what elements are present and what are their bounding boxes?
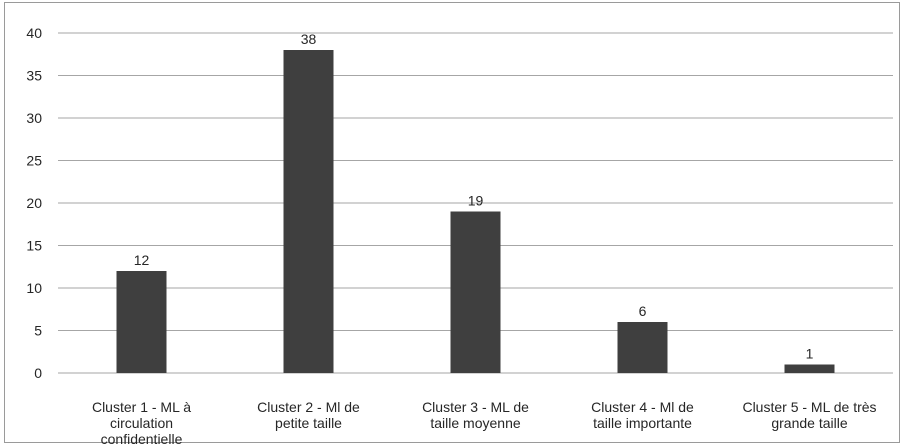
bar: [116, 271, 167, 373]
gridlines: [58, 32, 893, 374]
x-category-label: Cluster 3 - ML de taille moyenne: [422, 399, 529, 431]
y-tick-label: 15: [26, 238, 42, 254]
y-tick-label: 40: [26, 25, 42, 41]
x-category-label-line: grande taille: [771, 415, 847, 431]
x-category-label: Cluster 5 - ML de très grande taille: [742, 399, 876, 431]
y-tick-label: 20: [26, 195, 42, 211]
y-tick-label: 25: [26, 153, 42, 169]
y-tick-label: 5: [34, 323, 42, 339]
bar: [283, 50, 334, 373]
data-label: 19: [468, 193, 484, 209]
bar: [617, 322, 668, 373]
x-category-label-line: circulation: [110, 415, 173, 431]
x-category-label-line: Cluster 5 - ML de très: [742, 399, 876, 415]
x-category-label-line: Cluster 1 - ML à: [92, 399, 191, 415]
y-tick-label: 0: [34, 365, 42, 381]
y-tick-label: 35: [26, 68, 42, 84]
x-category-label: Cluster 1 - ML à circulation confidentiell…: [92, 399, 191, 447]
bar: [450, 211, 501, 373]
data-label: 1: [806, 346, 814, 362]
data-label: 12: [134, 252, 150, 268]
bar: [784, 364, 835, 373]
data-labels: 12 38 19 6 1: [134, 31, 814, 362]
x-category-label-line: Cluster 4 - Ml de: [591, 399, 694, 415]
x-category-label-line: taille importante: [593, 415, 692, 431]
y-tick-label: 30: [26, 110, 42, 126]
y-tick-label: 10: [26, 280, 42, 296]
x-category-label-line: confidentielle: [101, 431, 183, 447]
x-category-label: Cluster 4 - Ml de taille importante: [591, 399, 694, 431]
x-category-label-line: taille moyenne: [430, 415, 520, 431]
x-category-label-line: petite taille: [275, 415, 342, 431]
category-labels: Cluster 1 - ML à circulation confidentiell…: [92, 399, 877, 447]
x-category-label: Cluster 2 - Ml de petite taille: [257, 399, 360, 431]
x-category-label-line: Cluster 2 - Ml de: [257, 399, 360, 415]
x-category-label-line: Cluster 3 - ML de: [422, 399, 529, 415]
y-axis-ticks: 0 5 10 15 20 25 30 35 40: [26, 25, 42, 381]
data-label: 6: [639, 303, 647, 319]
bars: [116, 50, 835, 373]
data-label: 38: [301, 31, 317, 47]
